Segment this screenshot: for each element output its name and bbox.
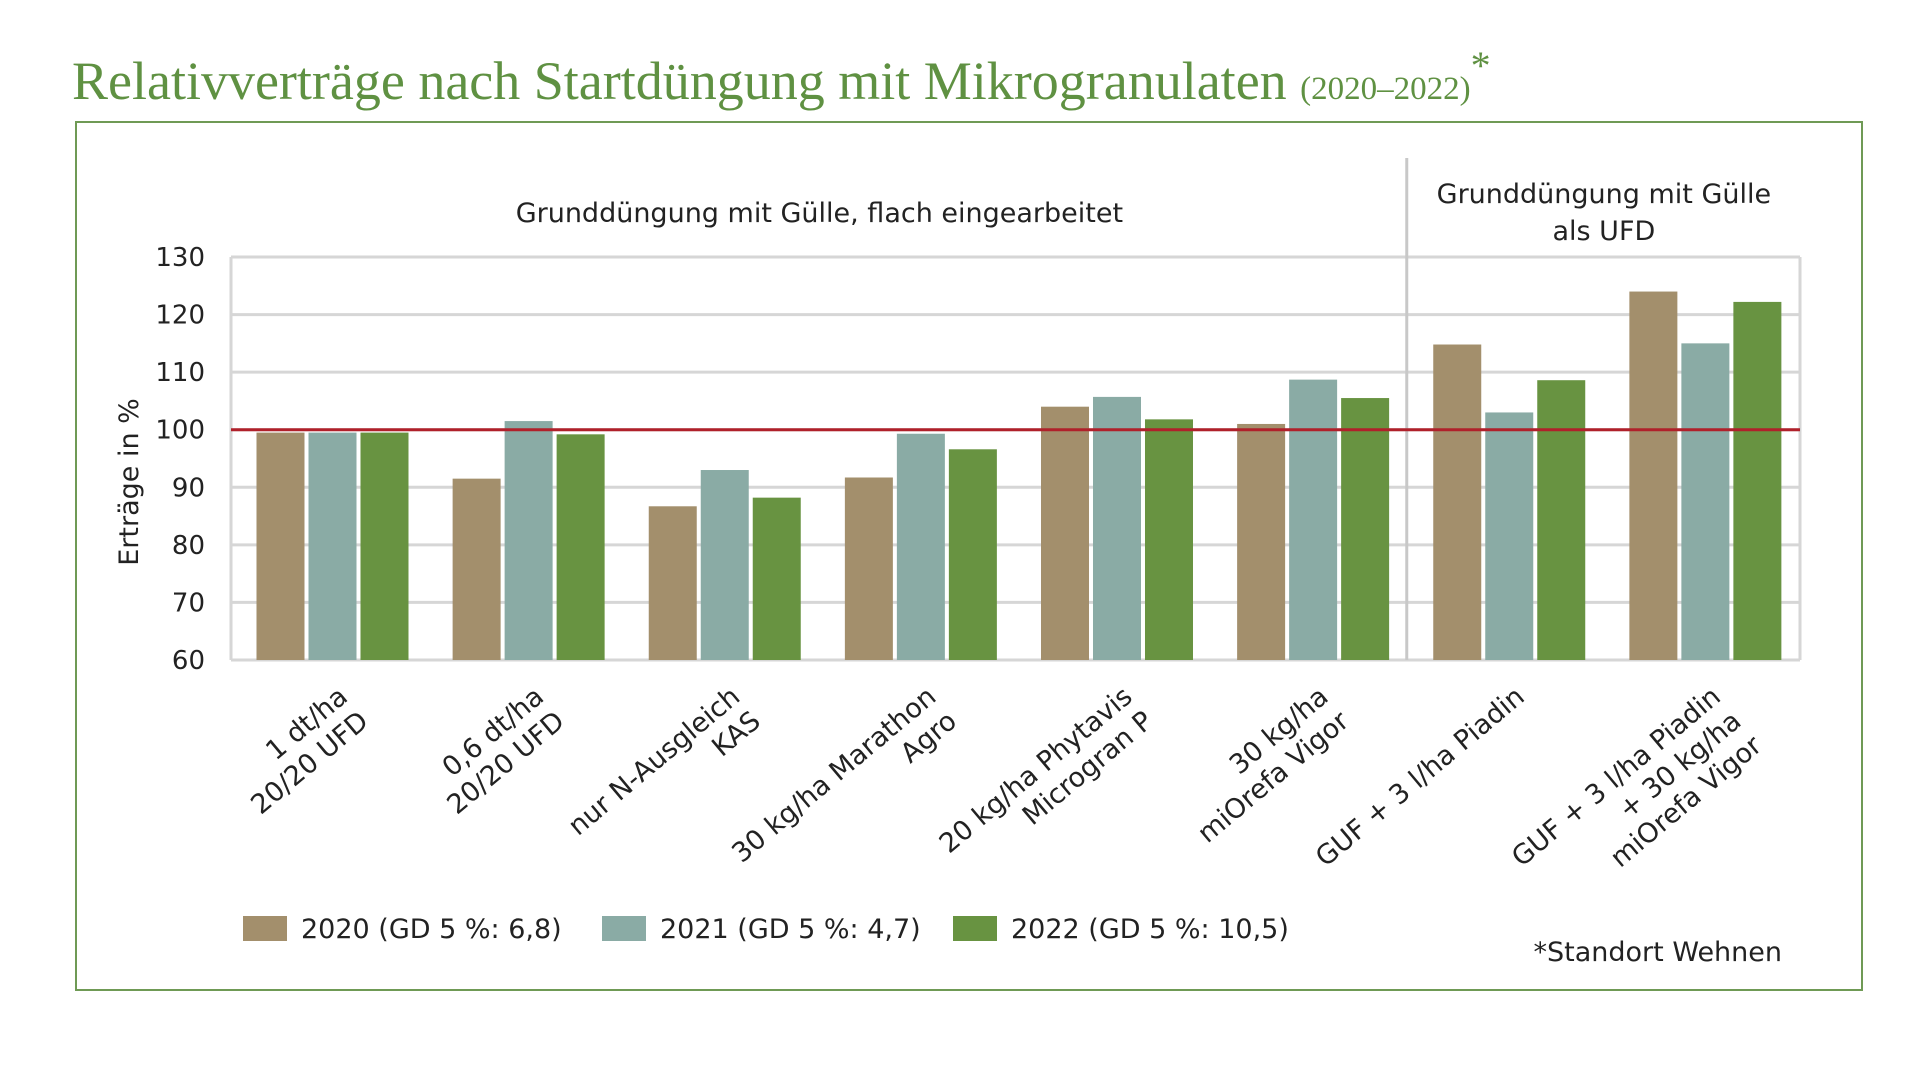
bar <box>256 432 305 660</box>
bar <box>452 478 501 660</box>
y-tick-label: 90 <box>172 473 205 503</box>
group-label: Grunddüngung mit Gülle, flach eingearbei… <box>516 198 1123 229</box>
group-label: Grunddüngung mit Gülle <box>1437 179 1771 210</box>
y-tick-label: 120 <box>155 301 205 331</box>
bar <box>700 470 749 660</box>
bar <box>1289 379 1338 660</box>
y-tick-label: 60 <box>172 646 205 676</box>
x-tick-label: 1 dt/ha20/20 UFD <box>225 681 375 821</box>
x-tick-label: 20 kg/ha PhytavisMicrogran P <box>934 681 1159 884</box>
x-tick-label: 30 kg/ha MarathonAgro <box>726 681 963 894</box>
y-tick-labels: 60 70 80 90 100 110 120 130 <box>155 243 205 676</box>
bar <box>360 432 409 660</box>
bar <box>1341 398 1390 660</box>
bar <box>1092 396 1141 660</box>
x-tick-line: nur N-Ausgleich <box>563 681 747 842</box>
bar <box>648 506 697 660</box>
legend-swatch <box>243 916 287 941</box>
legend-label: 2020 (GD 5 %: 6,8) <box>301 914 562 945</box>
bar <box>1733 301 1782 660</box>
chart-title-star: * <box>1470 43 1491 88</box>
chart-title-years: (2020–2022) <box>1300 71 1471 107</box>
chart-title-main: Relativverträge nach Startdüngung mit Mi… <box>72 51 1287 111</box>
legend-swatch <box>602 916 646 941</box>
chart-frame <box>75 121 1863 991</box>
y-tick-label: 80 <box>172 531 205 561</box>
footnote: *Standort Wehnen <box>1534 937 1782 968</box>
legend-swatch <box>953 916 997 941</box>
legend: 2020 (GD 5 %: 6,8) 2021 (GD 5 %: 4,7) 2022… <box>243 914 1289 945</box>
x-tick-line: 30 kg/ha Marathon <box>726 681 942 869</box>
bar <box>556 434 605 660</box>
bar <box>1681 343 1730 660</box>
x-tick-line: GUF + 3 l/ha Piadin <box>1310 681 1531 873</box>
y-tick-label: 130 <box>155 243 205 273</box>
bar <box>308 432 357 660</box>
bar <box>1144 419 1193 660</box>
legend-label: 2021 (GD 5 %: 4,7) <box>660 914 921 945</box>
group-labels: Grunddüngung mit Gülle, flach eingearbei… <box>516 179 1771 247</box>
bar <box>1237 423 1286 660</box>
bars <box>256 291 1782 660</box>
bar <box>844 477 893 660</box>
bar <box>1629 291 1678 660</box>
bar <box>1433 344 1482 660</box>
x-tick-label: 0,6 dt/ha20/20 UFD <box>421 681 571 821</box>
y-tick-label: 70 <box>172 588 205 618</box>
x-tick-label: 30 kg/hamiOrefa Vigor <box>1171 680 1355 849</box>
chart-title: Relativverträge nach Startdüngung mit Mi… <box>72 42 1491 112</box>
bar <box>896 433 945 660</box>
y-tick-label: 100 <box>155 416 205 446</box>
bar <box>752 497 801 660</box>
bar <box>948 449 997 660</box>
x-tick-label: GUF + 3 l/ha Piadin <box>1310 681 1531 873</box>
y-axis-label: Erträge in % <box>114 398 145 566</box>
bar <box>1485 412 1534 660</box>
y-tick-label: 110 <box>155 358 205 388</box>
bar <box>1537 380 1586 660</box>
x-tick-label: GUF + 3 l/ha Piadin+ 30 kg/hamiOrefa Vig… <box>1506 680 1769 922</box>
legend-label: 2022 (GD 5 %: 10,5) <box>1011 914 1289 945</box>
bar <box>1040 406 1089 660</box>
group-label: als UFD <box>1552 216 1655 247</box>
bar <box>504 421 553 660</box>
